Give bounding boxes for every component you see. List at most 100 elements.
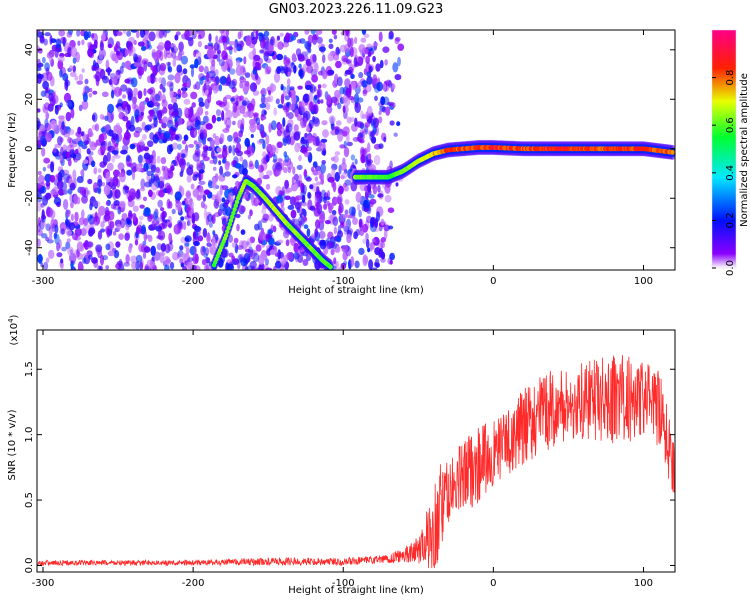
noise-speckle	[114, 71, 119, 81]
noise-speckle	[375, 63, 381, 72]
noise-speckle	[119, 65, 124, 74]
noise-speckle	[273, 39, 279, 48]
noise-speckle	[240, 229, 246, 235]
noise-speckle	[201, 259, 207, 266]
noise-speckle	[109, 51, 116, 60]
noise-speckle	[344, 199, 350, 205]
noise-speckle	[162, 87, 166, 93]
noise-speckle	[296, 164, 303, 171]
noise-speckle	[276, 239, 284, 244]
noise-speckle	[353, 231, 358, 240]
noise-speckle	[113, 46, 117, 53]
noise-speckle	[139, 261, 143, 270]
noise-speckle	[303, 168, 307, 178]
noise-speckle	[215, 109, 222, 117]
noise-speckle	[313, 86, 317, 92]
noise-speckle	[44, 32, 51, 37]
noise-speckle	[142, 196, 148, 202]
noise-speckle	[328, 43, 334, 49]
noise-speckle	[321, 120, 328, 126]
noise-speckle	[334, 151, 341, 156]
noise-speckle	[39, 134, 47, 145]
noise-speckle	[228, 41, 236, 46]
noise-speckle	[100, 39, 104, 48]
noise-speckle	[383, 228, 388, 240]
noise-speckle	[38, 174, 45, 185]
ridge-core	[223, 233, 229, 238]
noise-speckle	[276, 66, 281, 75]
noise-speckle	[53, 146, 57, 153]
noise-speckle	[269, 83, 277, 92]
noise-speckle	[164, 243, 171, 254]
noise-speckle	[357, 203, 361, 212]
noise-speckle	[82, 257, 87, 264]
noise-speckle	[104, 213, 110, 222]
noise-speckle	[121, 213, 128, 221]
noise-speckle	[184, 242, 190, 247]
noise-speckle	[146, 174, 151, 181]
noise-speckle	[44, 118, 49, 129]
noise-speckle	[388, 30, 394, 40]
noise-speckle	[337, 225, 342, 235]
noise-speckle	[107, 103, 115, 114]
noise-speckle	[370, 267, 378, 270]
noise-speckle	[205, 146, 213, 151]
noise-speckle	[97, 230, 103, 240]
noise-speckle	[268, 237, 275, 246]
noise-speckle	[295, 48, 302, 57]
noise-speckle	[42, 56, 46, 64]
noise-speckle	[106, 162, 114, 171]
noise-speckle	[111, 77, 118, 84]
noise-speckle	[153, 173, 160, 183]
noise-speckle	[183, 107, 189, 115]
noise-speckle	[148, 31, 156, 42]
noise-speckle	[180, 161, 185, 166]
noise-speckle	[99, 113, 105, 120]
noise-speckle	[364, 199, 371, 209]
noise-speckle	[45, 223, 51, 231]
ridge-core	[227, 221, 232, 227]
noise-speckle	[183, 221, 187, 231]
noise-speckle	[312, 116, 320, 125]
noise-speckle	[326, 200, 330, 207]
noise-speckle	[257, 254, 265, 265]
noise-speckle	[102, 255, 108, 261]
noise-speckle	[259, 49, 264, 54]
noise-speckle	[82, 189, 87, 198]
noise-speckle	[77, 126, 82, 135]
noise-speckle	[394, 37, 401, 42]
noise-speckle	[284, 179, 289, 190]
noise-speckle	[83, 30, 89, 41]
noise-speckle	[131, 261, 137, 270]
noise-speckle	[133, 87, 139, 96]
noise-speckle	[118, 258, 123, 269]
noise-speckle	[147, 140, 154, 148]
noise-speckle	[169, 261, 175, 270]
noise-speckle	[123, 131, 131, 141]
noise-speckle	[332, 155, 339, 163]
noise-speckle	[219, 165, 224, 176]
ridge-core	[328, 264, 333, 270]
noise-speckle	[87, 214, 92, 222]
noise-speckle	[123, 30, 126, 34]
noise-speckle	[312, 136, 317, 146]
noise-speckle	[276, 53, 284, 61]
noise-speckle	[221, 110, 225, 121]
snr-y-scale: (x104)	[7, 314, 20, 345]
noise-speckle	[280, 93, 285, 105]
noise-speckle	[208, 221, 213, 228]
noise-speckle	[225, 109, 233, 120]
noise-speckle	[244, 266, 249, 270]
noise-speckle	[377, 184, 381, 193]
y-tick-label: -40	[24, 240, 35, 256]
noise-speckle	[282, 137, 288, 147]
noise-speckle	[233, 237, 239, 244]
noise-speckle	[173, 224, 181, 235]
noise-speckle	[232, 102, 238, 113]
noise-speckle	[188, 143, 195, 148]
noise-speckle	[358, 247, 365, 255]
noise-speckle	[164, 30, 171, 34]
noise-speckle	[202, 149, 208, 159]
noise-speckle	[212, 133, 217, 139]
noise-speckle	[133, 53, 138, 63]
